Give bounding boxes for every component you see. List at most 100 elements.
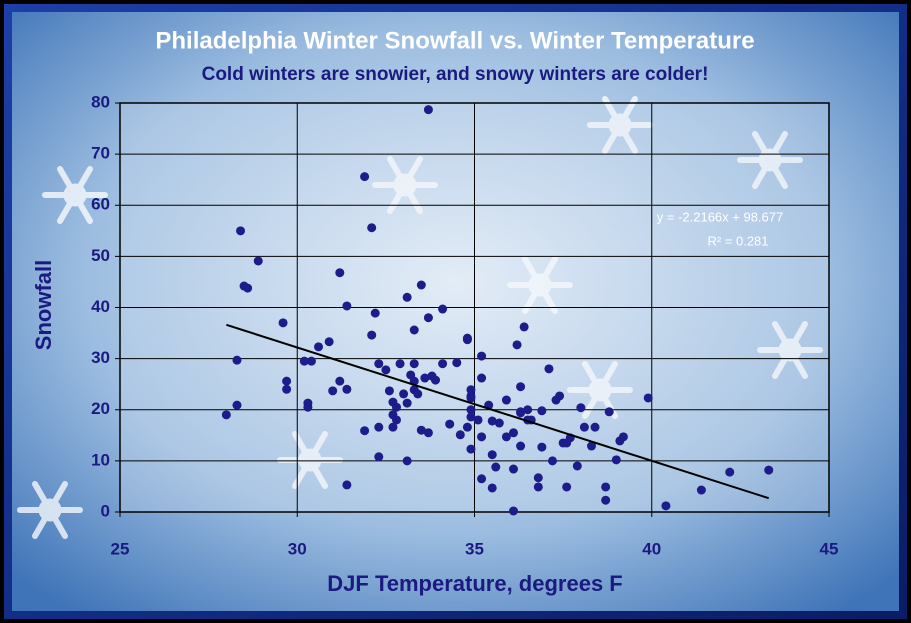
point <box>299 356 309 366</box>
point <box>409 325 419 335</box>
trendline <box>226 323 770 500</box>
point <box>278 318 288 328</box>
point <box>335 268 345 278</box>
point <box>221 410 231 420</box>
point <box>579 422 589 432</box>
point <box>487 450 497 460</box>
point <box>392 415 402 425</box>
point <box>416 280 426 290</box>
point <box>501 432 511 442</box>
point <box>374 359 384 369</box>
point <box>544 364 554 374</box>
point <box>420 373 430 383</box>
point <box>232 355 242 365</box>
y-axis-label: Snowfall <box>31 260 56 350</box>
point <box>696 485 706 495</box>
point <box>572 461 582 471</box>
x-tick-label: 35 <box>465 539 484 558</box>
point <box>384 386 394 396</box>
point <box>367 330 377 340</box>
point <box>586 441 596 451</box>
x-tick-label: 45 <box>820 539 839 558</box>
point <box>519 322 529 332</box>
point <box>537 442 547 452</box>
point <box>477 474 487 484</box>
point <box>562 482 572 492</box>
point <box>306 356 316 366</box>
point <box>452 358 462 368</box>
point <box>253 256 263 266</box>
point <box>282 384 292 394</box>
point <box>466 405 476 415</box>
point <box>367 223 377 233</box>
point <box>508 506 518 516</box>
point <box>494 418 504 428</box>
point <box>537 406 547 416</box>
point <box>438 304 448 314</box>
point <box>402 292 412 302</box>
point <box>477 373 487 383</box>
point <box>399 389 409 399</box>
point <box>555 391 565 401</box>
point <box>423 313 433 323</box>
point <box>491 462 501 472</box>
y-tick-label: 40 <box>91 297 110 316</box>
point <box>462 422 472 432</box>
point <box>547 456 557 466</box>
x-axis-label: DJF Temperature, degrees F <box>327 571 622 596</box>
point <box>661 501 671 511</box>
point <box>466 444 476 454</box>
point <box>611 455 621 465</box>
point <box>374 452 384 462</box>
y-tick-label: 10 <box>91 450 110 469</box>
point <box>533 482 543 492</box>
trend-r2: R² = 0.281 <box>707 233 768 248</box>
point <box>236 226 246 236</box>
point <box>392 402 402 412</box>
trend-equation: y = -2.2166x + 98.677 <box>657 209 783 224</box>
point <box>409 359 419 369</box>
point <box>508 428 518 438</box>
point <box>725 467 735 477</box>
point <box>501 395 511 405</box>
point <box>477 351 487 361</box>
point <box>455 430 465 440</box>
point <box>416 425 426 435</box>
point <box>232 400 242 410</box>
point <box>413 389 423 399</box>
point <box>402 398 412 408</box>
point <box>303 402 313 412</box>
y-tick-label: 20 <box>91 399 110 418</box>
point <box>590 422 600 432</box>
point <box>374 422 384 432</box>
point <box>243 283 253 293</box>
y-tick-label: 0 <box>101 501 110 520</box>
point <box>533 473 543 483</box>
point <box>282 376 292 386</box>
point <box>618 432 628 442</box>
point <box>342 480 352 490</box>
point <box>324 337 334 347</box>
point <box>423 105 433 115</box>
x-tick-label: 40 <box>642 539 661 558</box>
chart-subtitle: Cold winters are snowier, and snowy wint… <box>202 64 709 85</box>
point <box>402 456 412 466</box>
point <box>576 403 586 413</box>
y-tick-label: 80 <box>91 92 110 111</box>
point <box>516 441 526 451</box>
point <box>438 359 448 369</box>
point <box>431 375 441 385</box>
point <box>487 483 497 493</box>
point <box>473 415 483 425</box>
point <box>516 382 526 392</box>
point <box>508 464 518 474</box>
x-tick-label: 25 <box>111 539 130 558</box>
point <box>342 301 352 311</box>
point <box>360 172 370 182</box>
y-tick-label: 60 <box>91 195 110 214</box>
point <box>764 465 774 475</box>
point <box>477 432 487 442</box>
point <box>335 376 345 386</box>
y-tick-label: 30 <box>91 348 110 367</box>
